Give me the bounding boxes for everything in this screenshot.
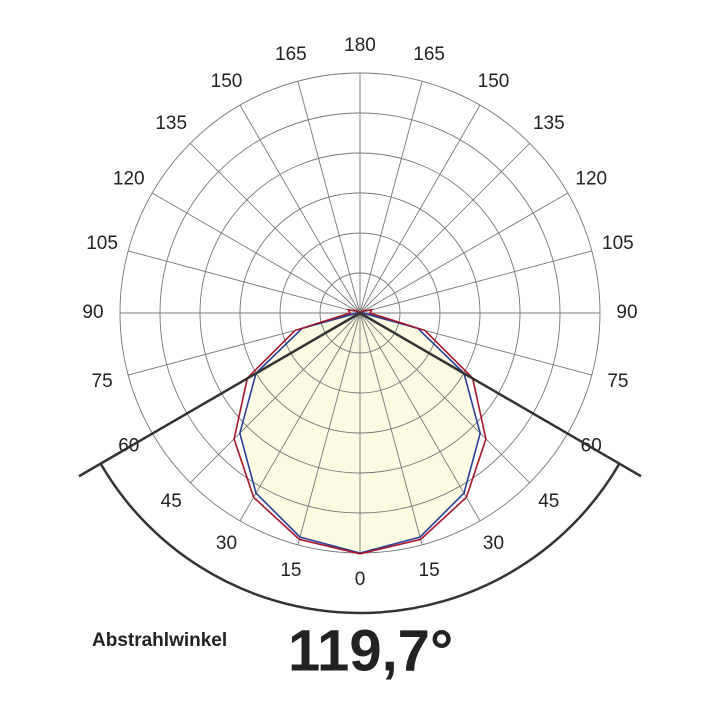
grid-spoke bbox=[297, 312, 361, 545]
angle-label: 30 bbox=[216, 533, 237, 554]
grid-spoke bbox=[359, 312, 531, 484]
curve bbox=[359, 312, 482, 554]
beam-line bbox=[78, 311, 361, 478]
angle-label: 15 bbox=[280, 560, 301, 581]
area bbox=[239, 313, 360, 553]
grid-spoke bbox=[359, 104, 481, 314]
curve bbox=[233, 308, 361, 555]
annotation: Abstrahlwinkel bbox=[92, 630, 227, 651]
angle-label: 105 bbox=[86, 233, 118, 254]
grid-spoke bbox=[359, 81, 423, 314]
angle-label: 75 bbox=[92, 371, 113, 392]
angle-label: 45 bbox=[161, 491, 182, 512]
angle-label: 90 bbox=[82, 302, 103, 323]
angle-label: 75 bbox=[607, 371, 628, 392]
curve bbox=[238, 312, 361, 554]
angle-label: 180 bbox=[344, 35, 376, 56]
grid-spoke bbox=[359, 250, 592, 314]
angle-label: 150 bbox=[211, 71, 243, 92]
beam-line bbox=[359, 311, 642, 478]
angle-label: 165 bbox=[413, 44, 445, 65]
area bbox=[360, 313, 481, 553]
angle-label: 120 bbox=[113, 169, 145, 190]
beam-angle-value: 119,7° bbox=[288, 618, 453, 683]
angle-label: 165 bbox=[275, 44, 307, 65]
grid-spoke bbox=[239, 104, 361, 314]
grid-spoke bbox=[359, 142, 531, 314]
angle-label: 30 bbox=[483, 533, 504, 554]
grid-spoke bbox=[189, 142, 361, 314]
angle-label: 150 bbox=[478, 71, 510, 92]
angle-label: 0 bbox=[355, 569, 366, 590]
angle-label: 90 bbox=[616, 302, 637, 323]
angle-label: 135 bbox=[533, 113, 565, 134]
angle-label: 135 bbox=[155, 113, 187, 134]
grid-spoke bbox=[359, 192, 569, 314]
angle-label: 45 bbox=[538, 491, 559, 512]
grid-spoke bbox=[239, 312, 361, 522]
grid-spoke bbox=[297, 81, 361, 314]
grid-spoke bbox=[151, 192, 361, 314]
grid-spoke bbox=[359, 312, 423, 545]
beam-arc bbox=[99, 463, 621, 615]
grid-spoke bbox=[359, 312, 481, 522]
grid-spoke bbox=[189, 312, 361, 484]
curve bbox=[359, 308, 487, 555]
grid-spoke bbox=[128, 250, 361, 314]
angle-label: 120 bbox=[575, 169, 607, 190]
angle-label: 15 bbox=[419, 560, 440, 581]
angle-label: 105 bbox=[602, 233, 634, 254]
